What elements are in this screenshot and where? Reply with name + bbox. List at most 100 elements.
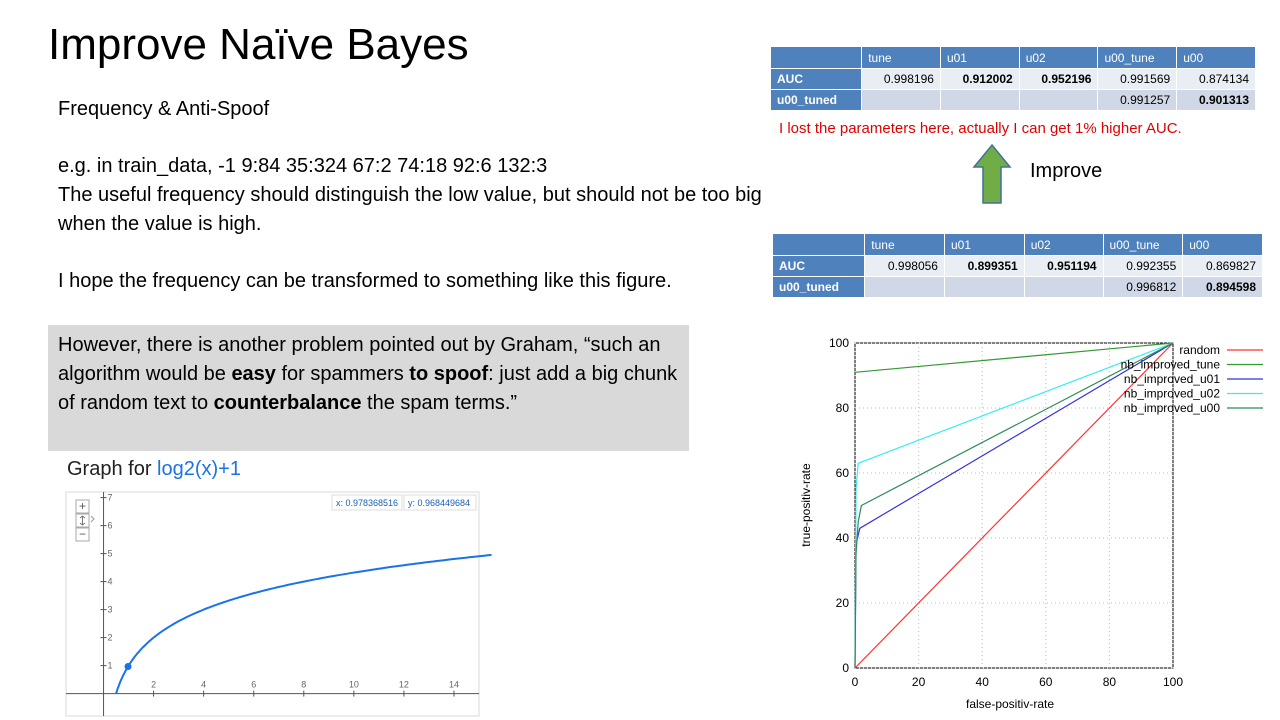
table-row: u00_tuned 0.991257 0.901313 [769,89,1256,111]
table-header-cell: u00 [1182,233,1263,256]
table-cell: 0.991257 [1097,89,1178,111]
table-header-cell: u02 [1023,233,1104,256]
slide-title: Improve Naïve Bayes [48,20,469,69]
table-header-cell: u00_tune [1097,46,1178,69]
table-header-cell [771,233,866,256]
table-header-cell: u00_tune [1102,233,1184,256]
zoom-out-label: − [79,527,86,541]
roc-y-tick-label: 20 [836,596,850,610]
x-readout: x: 0.978368516 [336,498,398,508]
y-readout: y: 0.968449684 [408,498,470,508]
zoom-in-label: + [79,499,86,513]
lost-parameters-note: I lost the parameters here, actually I c… [779,120,1182,137]
quote-part-1: However, there is another problem pointe… [58,334,661,385]
row-label: AUC [771,255,866,277]
row-label: AUC [769,68,863,90]
roc-series-nb_improved_u00 [854,342,1174,669]
slide-subtitle: Frequency & Anti-Spoof [58,98,270,120]
graph-title-prefix: Graph for [67,458,158,480]
table-cell [1023,276,1104,298]
quote-bold-to-spoof: to spoof [409,363,489,385]
graph-x-tick-label: 2 [151,680,156,690]
roc-y-tick-label: 80 [836,401,850,415]
graph-x-tick-label: 6 [251,680,256,690]
graph-x-tick-label: 14 [449,680,459,690]
zoom-out-button[interactable] [75,527,90,542]
table-cell [861,89,941,111]
log-curve [115,553,492,694]
graph-y-tick-label: 6 [108,521,113,531]
roc-legend-label: nb_improved_u01 [1124,372,1220,386]
hope-text: I hope the frequency can be transformed … [58,270,672,292]
pan-icon [79,515,86,526]
example-block: e.g. in train_data, -1 9:84 35:324 67:2 … [58,152,788,239]
roc-x-tick-label: 20 [912,675,926,689]
highlight-point[interactable] [124,662,132,670]
x-readout-box [331,494,403,511]
quote-bold-counterbalance: counterbalance [213,392,362,414]
roc-legend-label: nb_improved_u00 [1124,401,1220,415]
table-cell: 0.912002 [939,68,1020,90]
table-header-cell: tune [864,233,945,256]
zoom-in-button[interactable] [75,499,90,514]
roc-x-tick-label: 100 [1163,675,1183,689]
graph-y-tick-label: 2 [108,633,113,643]
table-cell [939,89,1020,111]
graph-title: Graph for log2(x)+1 [67,458,241,481]
graph-title-function: log2(x)+1 [157,458,241,480]
table-header-cell: u02 [1018,46,1099,69]
graph-y-tick-label: 7 [108,493,113,503]
roc-series-nb_improved_tune [854,342,1174,373]
table-cell: 0.874134 [1176,68,1256,90]
graph-y-tick-label: 3 [108,605,113,615]
table-header-cell: tune [861,46,941,69]
roc-y-tick-label: 40 [836,531,850,545]
row-label: u00_tuned [769,89,863,111]
roc-series [854,342,1174,669]
graph-x-tick-label: 12 [399,680,409,690]
y-readout-box [403,494,477,511]
roc-x-axis-label: false-positiv-rate [966,697,1054,711]
auc-table-top: tune u01 u02 u00_tune u00 AUC 0.998196 0… [769,46,1256,111]
table-cell: 0.869827 [1182,255,1263,277]
table-row: AUC 0.998196 0.912002 0.952196 0.991569 … [769,68,1256,90]
row-label: u00_tuned [771,276,866,298]
table-cell: 0.951194 [1023,255,1104,277]
roc-y-tick-label: 60 [836,466,850,480]
roc-x-tick-label: 60 [1039,675,1053,689]
expand-chevron-icon[interactable] [90,515,95,523]
roc-ticks: 0 20 40 60 80 100 0 20 40 60 80 100 [829,336,1183,689]
graph-y-tick-label: 5 [108,549,113,559]
table-row: u00_tuned 0.996812 0.894598 [771,276,1263,298]
table-row: AUC 0.998056 0.899351 0.951194 0.992355 … [771,255,1263,277]
table-header-cell: u01 [939,46,1020,69]
quote-box: However, there is another problem pointe… [48,325,689,451]
graph-plot-area[interactable] [65,491,480,717]
graph-x-tick-label: 8 [301,680,306,690]
table-cell: 0.952196 [1018,68,1099,90]
graph-x-tick-label: 4 [201,680,206,690]
table-cell: 0.998196 [861,68,941,90]
quote-part-3: : just add a big chunk of random text to [58,363,678,414]
example-line: e.g. in train_data, -1 9:84 35:324 67:2 … [58,155,548,177]
roc-grid [854,342,1174,669]
table-cell: 0.998056 [864,255,945,277]
roc-legend-label: nb_improved_u02 [1124,387,1220,401]
up-arrow-icon [972,143,1012,204]
quote-part-4: the spam terms.” [361,392,518,414]
table-cell [1018,89,1099,111]
table-header-cell: u01 [943,233,1025,256]
roc-y-axis-label: true-positiv-rate [799,463,813,547]
roc-x-tick-label: 40 [976,675,990,689]
graph-x-tick-label: 10 [349,680,359,690]
graham-quote: However, there is another problem pointe… [58,331,678,418]
improve-label: Improve [1030,160,1103,182]
graph-panel: Graph for log2(x)+1 2 4 6 8 10 12 14 1 2 3 4 5 6 7 x:… [49,452,507,720]
table-cell [864,276,945,298]
table-cell: 0.991569 [1097,68,1178,90]
graph-y-tick-label: 1 [108,661,113,671]
roc-y-tick-label: 100 [829,336,849,350]
table-cell [943,276,1025,298]
